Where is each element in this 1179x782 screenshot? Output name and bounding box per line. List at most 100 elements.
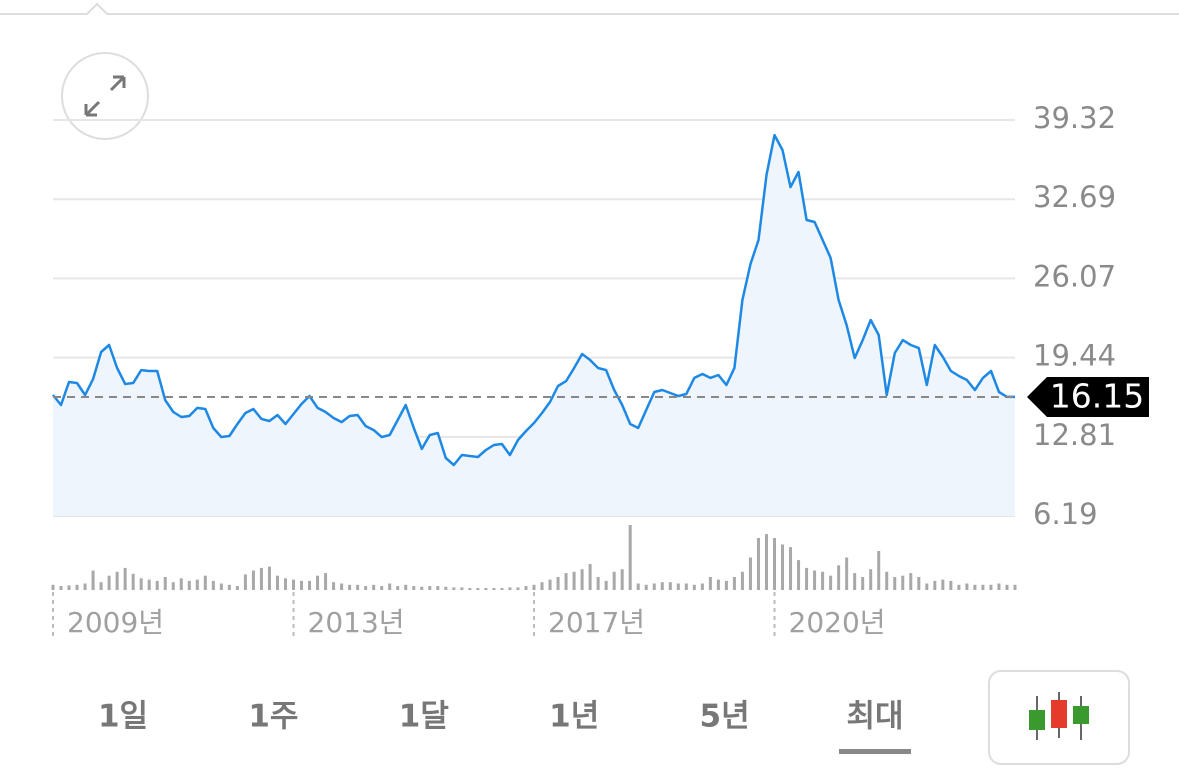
- volume-bar: [949, 580, 953, 590]
- volume-bar: [292, 579, 295, 590]
- volume-bar: [139, 578, 143, 590]
- volume-bar: [957, 584, 961, 590]
- volume-bar: [99, 582, 103, 590]
- volume-bar: [845, 557, 849, 590]
- range-tab[interactable]: 1주: [248, 699, 298, 735]
- volume-bar: [500, 588, 504, 590]
- top-border: [0, 2, 1179, 15]
- volume-bar: [989, 584, 993, 590]
- volume-bar: [813, 570, 817, 590]
- volume-bar: [259, 567, 263, 590]
- volume-bar: [1005, 584, 1009, 590]
- volume-bar: [67, 585, 71, 590]
- volume-bar: [724, 580, 728, 590]
- volume-bar: [75, 584, 79, 590]
- volume-bar: [59, 586, 63, 590]
- volume-bar: [364, 586, 368, 590]
- range-tab[interactable]: 5년: [700, 699, 750, 735]
- volume-bar: [340, 583, 344, 590]
- volume-bar: [620, 569, 624, 590]
- volume-bar: [917, 577, 921, 590]
- volume-bar: [396, 586, 400, 590]
- volume-bar: [251, 570, 255, 590]
- range-tab[interactable]: 1년: [549, 699, 599, 735]
- x-tick-label: 2020년: [789, 606, 886, 639]
- y-tick-label: 19.44: [1033, 339, 1116, 373]
- volume-bar: [348, 584, 352, 590]
- volume-bar: [107, 575, 111, 590]
- volume-bar: [973, 584, 977, 590]
- volume-bar: [789, 547, 793, 590]
- volume-bar: [596, 577, 600, 590]
- volume-bar: [548, 579, 552, 590]
- volume-bar: [588, 564, 592, 590]
- volume-bar: [556, 577, 560, 590]
- volume-bar: [195, 579, 199, 590]
- volume-bar: [123, 567, 127, 590]
- volume-bar: [404, 584, 408, 590]
- volume-bar: [308, 580, 312, 590]
- volume-bar: [885, 571, 889, 590]
- volume-bar: [428, 586, 432, 590]
- y-tick-label: 32.69: [1033, 180, 1116, 214]
- last-price-label: 16.15: [1050, 376, 1144, 415]
- volume-bar: [604, 580, 608, 590]
- volume-bar: [684, 583, 688, 590]
- volume-bar: [797, 560, 801, 590]
- volume-bar: [219, 583, 223, 590]
- volume-bar: [805, 567, 809, 590]
- volume-bar: [676, 583, 680, 590]
- volume-bar: [380, 586, 384, 590]
- range-tab[interactable]: 최대: [846, 699, 903, 735]
- y-tick-label: 39.32: [1033, 101, 1116, 135]
- volume-bar: [773, 538, 776, 590]
- volume-bar: [708, 577, 712, 590]
- volume-bar: [981, 584, 985, 590]
- last-price-box: [1027, 376, 1149, 417]
- volume-bar: [732, 577, 736, 590]
- volume-bar: [692, 584, 696, 590]
- volume-bar: [235, 586, 239, 590]
- volume-bar: [781, 544, 785, 590]
- volume-bar: [861, 577, 865, 590]
- volume-bar: [372, 584, 376, 590]
- volume-bar: [821, 571, 825, 590]
- x-tick-label: 2013년: [308, 606, 405, 639]
- volume-bar: [628, 525, 632, 590]
- volume-bar: [83, 583, 87, 590]
- volume-bar: [163, 577, 167, 590]
- candlestick-toggle[interactable]: [988, 670, 1130, 765]
- volume-bar: [700, 583, 704, 590]
- volume-bar: [203, 575, 207, 590]
- volume-bar: [484, 588, 488, 590]
- volume-bar: [356, 584, 360, 590]
- volume-bar: [941, 579, 945, 590]
- range-tab[interactable]: 1일: [98, 699, 148, 735]
- volume-bar: [925, 583, 929, 590]
- volume-bar: [492, 588, 496, 590]
- volume-bar: [877, 551, 881, 590]
- volume-bar: [283, 578, 287, 590]
- volume-bar: [147, 579, 151, 590]
- volume-bar: [187, 580, 191, 590]
- volume-bar: [644, 584, 648, 590]
- volume-bar: [468, 588, 472, 590]
- selected-underline: [839, 749, 911, 754]
- expand-button[interactable]: [61, 52, 149, 140]
- volume-bar: [901, 575, 905, 590]
- volume-bar: [853, 573, 857, 590]
- volume-bar: [227, 584, 231, 590]
- volume-bar: [332, 582, 336, 590]
- volume-bar: [756, 538, 760, 590]
- volume-bar: [636, 583, 640, 590]
- volume-bar: [388, 583, 392, 590]
- volume-bar: [243, 574, 247, 590]
- y-tick-label: 6.19: [1033, 497, 1098, 531]
- volume-bar: [412, 586, 416, 590]
- price-area: [53, 135, 1015, 516]
- volume-bar: [516, 587, 520, 590]
- volume-bar: [965, 583, 969, 590]
- y-tick-label: 26.07: [1033, 259, 1116, 293]
- range-tab[interactable]: 1달: [399, 699, 449, 735]
